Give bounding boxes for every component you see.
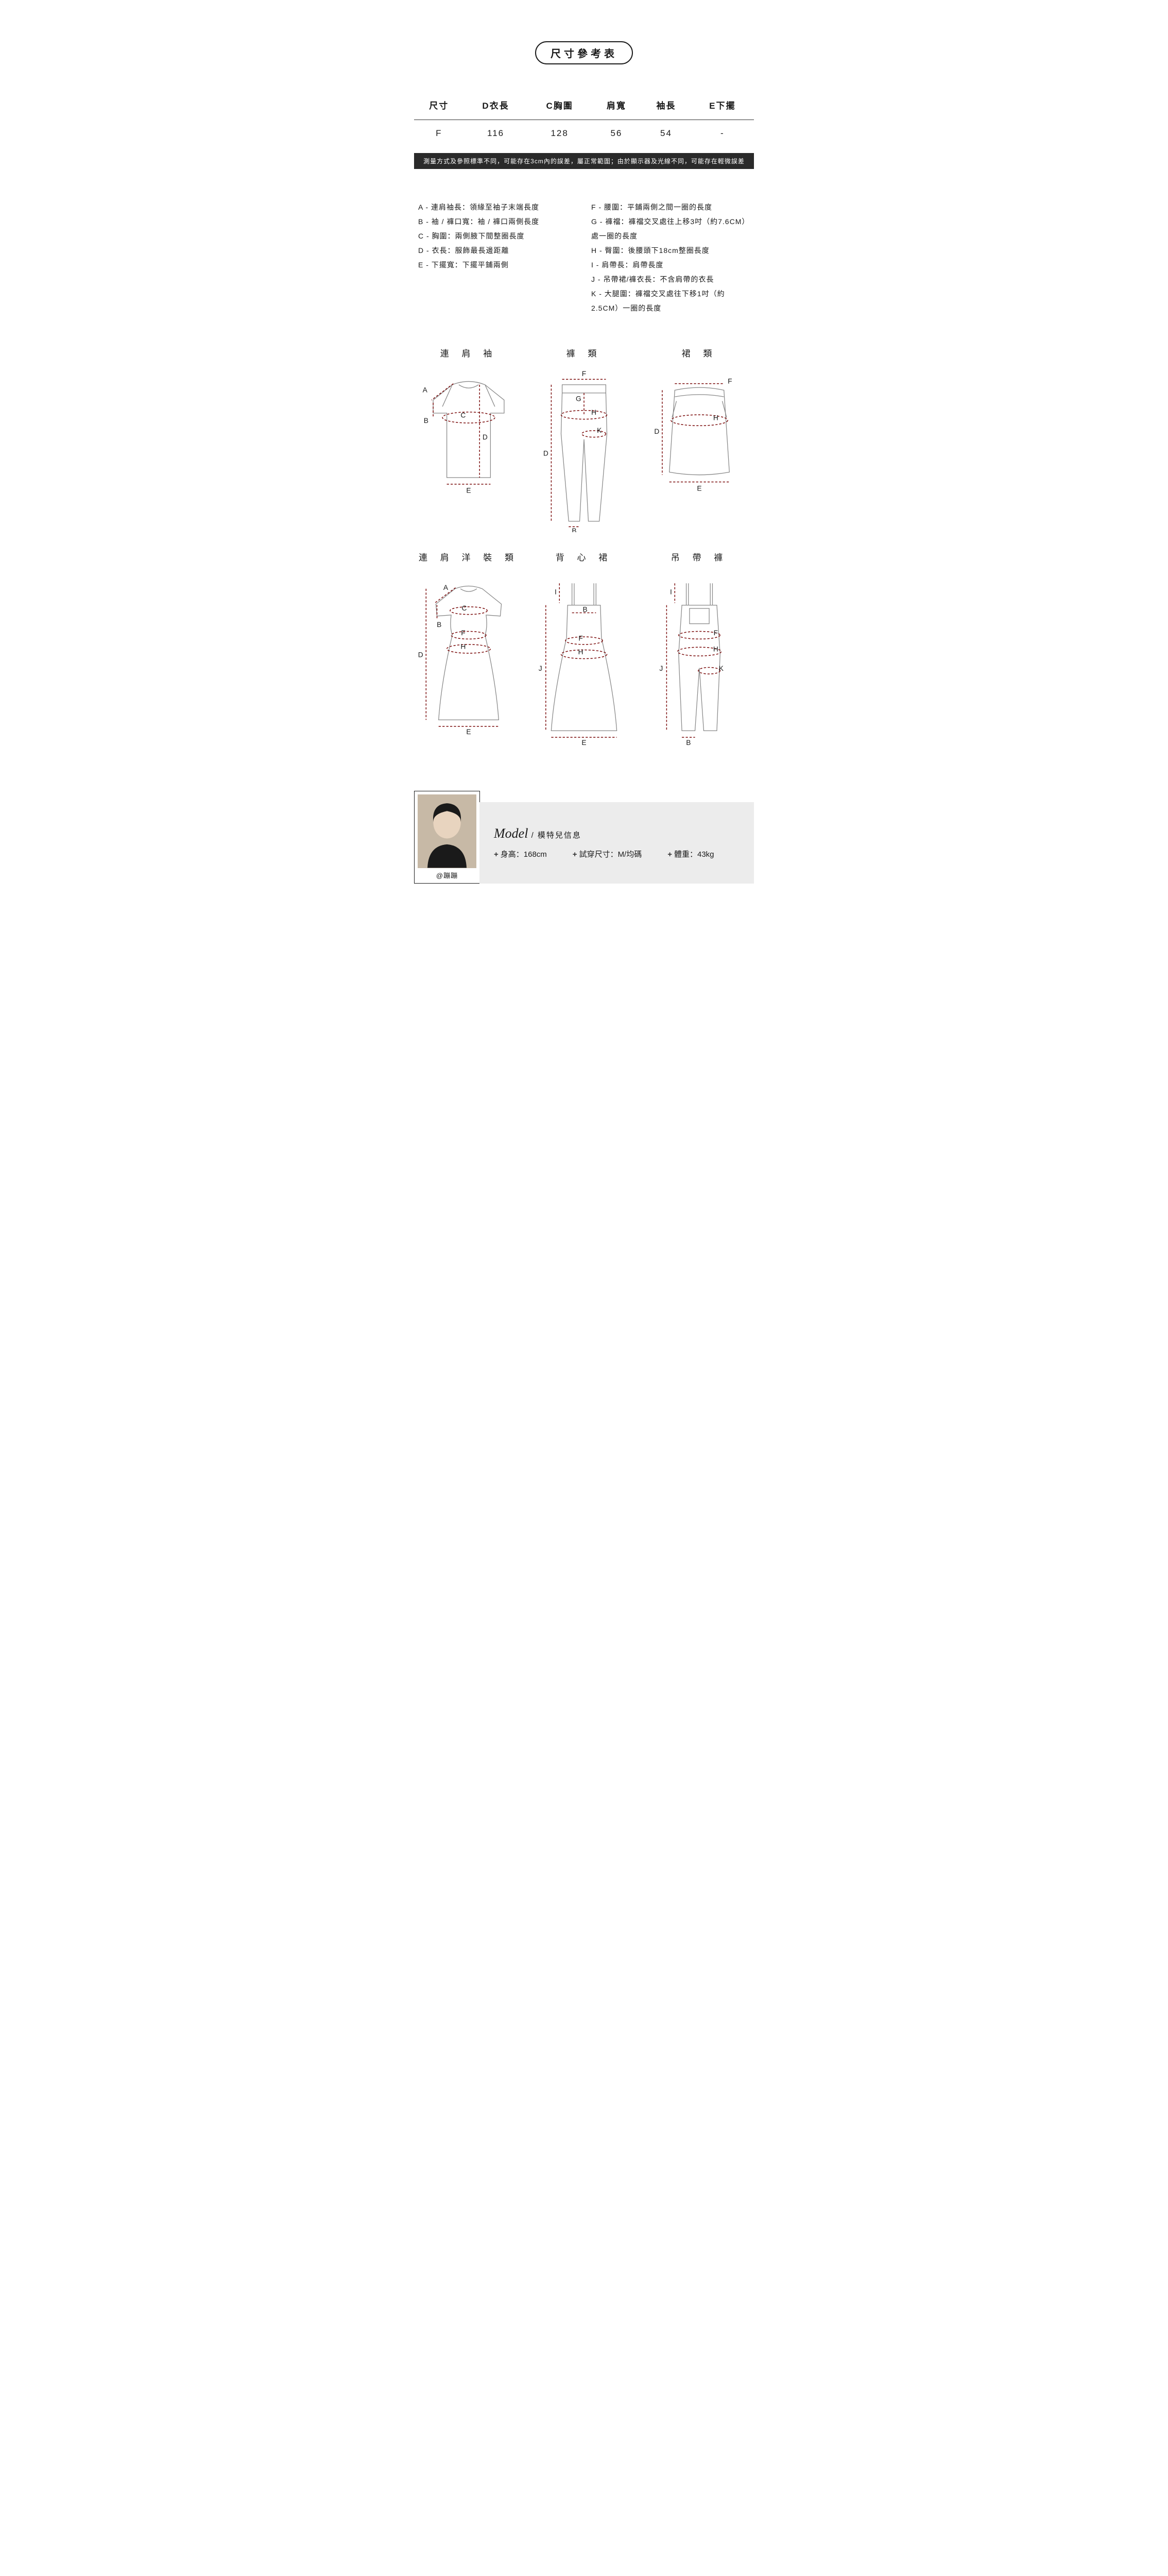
- svg-text:H: H: [713, 414, 718, 422]
- cell: 116: [464, 120, 528, 147]
- svg-text:A: A: [443, 584, 449, 591]
- svg-text:B: B: [686, 739, 691, 747]
- table-header-row: 尺寸 D衣長 C胸圍 肩寬 袖長 E下擺: [414, 90, 754, 120]
- svg-text:K: K: [597, 427, 602, 434]
- col-header: D衣長: [464, 90, 528, 120]
- legend-item: K - 大腿圍：褲襠交叉處往下移1吋（約2.5CM）一圈的長度: [591, 286, 750, 315]
- svg-text:F: F: [714, 629, 718, 637]
- legend-item: J - 吊帶裙/褲衣長：不含肩帶的衣長: [591, 272, 750, 286]
- svg-text:H: H: [713, 646, 718, 653]
- table-row: F 116 128 56 54 -: [414, 120, 754, 147]
- diagram-grid: 連 肩 袖 A B C D E 褲 類 F G H: [414, 346, 754, 750]
- diagram-title: 吊 帶 褲: [645, 550, 754, 563]
- cell: 56: [592, 120, 642, 147]
- model-info-panel: Model / 模特兒信息 +身高：168cm +試穿尺寸：M/均碼 +體重：4…: [479, 802, 754, 884]
- diagram-title: 裙 類: [645, 346, 754, 359]
- svg-text:G: G: [576, 395, 581, 403]
- legend-item: I - 肩帶長：肩帶長度: [591, 258, 750, 272]
- model-photo-frame: @蹦蹦: [414, 791, 480, 884]
- legend-item: D - 衣長：服飾最長邊距離: [418, 243, 577, 258]
- svg-text:J: J: [539, 665, 542, 672]
- svg-text:H: H: [591, 409, 596, 416]
- diagram-title: 連 肩 袖: [414, 346, 523, 359]
- svg-text:K: K: [719, 665, 724, 672]
- col-header: E下擺: [691, 90, 754, 120]
- cell: 54: [641, 120, 691, 147]
- svg-text:E: E: [466, 487, 471, 495]
- svg-text:F: F: [461, 629, 465, 637]
- model-heading-text: Model: [494, 826, 528, 841]
- svg-text:B: B: [437, 621, 441, 629]
- svg-text:I: I: [555, 588, 557, 596]
- legend-item: F - 腰圍：平鋪兩側之間一圈的長度: [591, 200, 750, 214]
- col-header: 袖長: [641, 90, 691, 120]
- svg-text:B: B: [583, 605, 588, 613]
- svg-text:D: D: [654, 428, 659, 435]
- legend-item: A - 連肩袖長：領緣至袖子末端長度: [418, 200, 577, 214]
- diagram-title: 褲 類: [529, 346, 639, 359]
- svg-text:F: F: [578, 634, 582, 642]
- cell: 128: [528, 120, 592, 147]
- svg-text:J: J: [659, 665, 663, 672]
- svg-text:D: D: [418, 651, 423, 658]
- model-photo: [418, 794, 476, 868]
- model-heading: Model / 模特兒信息: [494, 826, 740, 841]
- model-stats: +身高：168cm +試穿尺寸：M/均碼 +體重：43kg: [494, 849, 740, 859]
- svg-text:E: E: [466, 728, 471, 736]
- col-header: 尺寸: [414, 90, 464, 120]
- col-header: 肩寬: [592, 90, 642, 120]
- diagram-overalls: 吊 帶 褲 I F H K J B: [645, 550, 754, 750]
- measurement-legend: A - 連肩袖長：領緣至袖子末端長度 B - 袖 / 褲口寬：袖 / 褲口兩側長…: [414, 200, 754, 315]
- cami-dress-icon: I B F H J E: [529, 572, 639, 747]
- svg-text:B: B: [572, 527, 576, 532]
- legend-item: H - 臀圍：後腰頭下18cm整圈長度: [591, 243, 750, 258]
- legend-item: B - 袖 / 褲口寬：袖 / 褲口兩側長度: [418, 214, 577, 229]
- diagram-cami-dress: 背 心 裙 I B F H J E: [529, 550, 639, 750]
- svg-text:D: D: [543, 450, 548, 457]
- svg-text:A: A: [423, 386, 428, 394]
- page-title-badge: 尺寸參考表: [535, 41, 633, 64]
- diagram-raglan-dress: 連 肩 洋 裝 類 A B C F H D E: [414, 550, 523, 750]
- model-stat: +身高：168cm: [494, 849, 547, 859]
- cell: F: [414, 120, 464, 147]
- svg-text:E: E: [697, 484, 701, 492]
- cell: -: [691, 120, 754, 147]
- diagram-skirt: 裙 類 F H D E: [645, 346, 754, 535]
- raglan-dress-icon: A B C F H D E: [414, 572, 523, 736]
- diagram-title: 背 心 裙: [529, 550, 639, 563]
- diagram-raglan-tee: 連 肩 袖 A B C D E: [414, 346, 523, 535]
- skirt-icon: F H D E: [645, 368, 754, 499]
- model-heading-sub: / 模特兒信息: [528, 831, 581, 840]
- size-table: 尺寸 D衣長 C胸圍 肩寬 袖長 E下擺 F 116 128 56 54 -: [414, 90, 754, 147]
- svg-text:I: I: [670, 588, 672, 596]
- model-stat: +試穿尺寸：M/均碼: [573, 849, 642, 859]
- svg-text:H: H: [460, 642, 466, 650]
- svg-text:F: F: [582, 370, 586, 378]
- diagram-pants: 褲 類 F G H K D B: [529, 346, 639, 535]
- measurement-note: 測量方式及參照標準不同，可能存在3cm內的誤差，屬正常範圍；由於顯示器及光線不同…: [414, 153, 754, 169]
- legend-item: E - 下擺寬：下擺平鋪兩側: [418, 258, 577, 272]
- svg-text:C: C: [462, 604, 467, 612]
- col-header: C胸圍: [528, 90, 592, 120]
- pants-icon: F G H K D B: [529, 368, 639, 532]
- svg-text:F: F: [728, 378, 732, 385]
- model-info-section: @蹦蹦 Model / 模特兒信息 +身高：168cm +試穿尺寸：M/均碼 +…: [414, 791, 754, 884]
- diagram-title: 連 肩 洋 裝 類: [414, 550, 523, 563]
- legend-left-col: A - 連肩袖長：領緣至袖子末端長度 B - 袖 / 褲口寬：袖 / 褲口兩側長…: [418, 200, 577, 315]
- legend-item: G - 褲襠：褲襠交叉處往上移3吋（約7.6CM）處一圈的長度: [591, 214, 750, 243]
- overalls-icon: I F H K J B: [645, 572, 754, 747]
- legend-item: C - 胸圍：兩側腋下間整圈長度: [418, 229, 577, 243]
- svg-text:B: B: [424, 417, 428, 425]
- svg-text:D: D: [483, 433, 488, 441]
- svg-text:H: H: [578, 648, 583, 656]
- svg-text:E: E: [581, 739, 586, 747]
- model-stat: +體重：43kg: [667, 849, 714, 859]
- model-name: @蹦蹦: [418, 868, 476, 880]
- raglan-tee-icon: A B C D E: [414, 368, 523, 499]
- svg-text:C: C: [460, 411, 466, 419]
- legend-right-col: F - 腰圍：平鋪兩側之間一圈的長度 G - 褲襠：褲襠交叉處往上移3吋（約7.…: [591, 200, 750, 315]
